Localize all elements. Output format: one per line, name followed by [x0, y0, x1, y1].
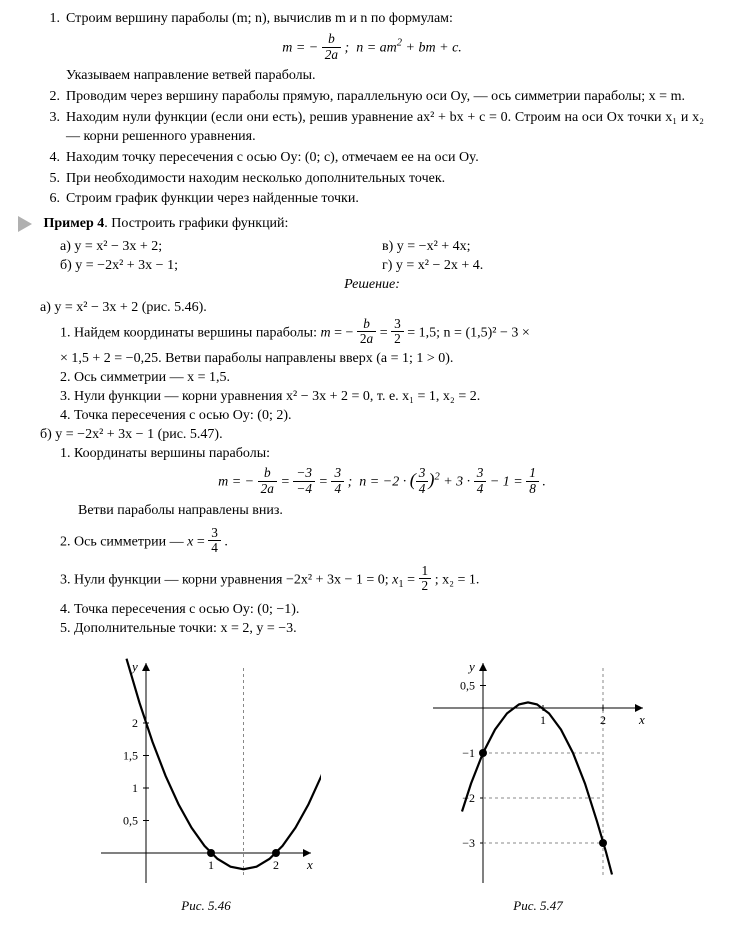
sol-a-3: 3. Нули функции — корни уравнения x² − 3… [60, 388, 704, 407]
sol-b-5: 5. Дополнительные точки: x = 2, y = −3. [60, 620, 704, 639]
play-marker-icon [18, 216, 32, 232]
options-block: а) y = x² − 3x + 2; б) y = −2x² + 3x − 1… [60, 238, 704, 276]
svg-text:2: 2 [273, 858, 279, 872]
opt-a: а) y = x² − 3x + 2; [60, 238, 382, 257]
svg-text:2: 2 [132, 716, 138, 730]
svg-text:0,5: 0,5 [123, 813, 138, 827]
sol-b-branches: Ветви параболы направлены вниз. [78, 502, 704, 521]
sol-b-2: 2. Ось симметрии — x = 34 . [60, 527, 704, 557]
solution-label: Решение: [40, 276, 704, 295]
sol-b-4: 4. Точка пересечения с осью Oy: (0; −1). [60, 601, 704, 620]
example-num: Пример 4 [44, 216, 105, 231]
sol-b-head: б) y = −2x² + 3x − 1 (рис. 5.47). [40, 426, 704, 445]
text: Указываем направление ветвей параболы. [66, 67, 704, 86]
step-3: 3. Находим нули функции (если они есть),… [40, 109, 704, 147]
chart-2: yx0,5−1−2−312 [423, 653, 653, 893]
sol-a-4: 4. Точка пересечения с осью Oy: (0; 2). [60, 407, 704, 426]
sol-b-3: 3. Нули функции — корни уравнения −2x² +… [60, 565, 704, 595]
svg-text:2: 2 [600, 713, 606, 727]
opt-v: в) y = −x² + 4x; [382, 238, 704, 257]
step-1b: Указываем направление ветвей параболы. [40, 67, 704, 86]
sol-a-2: 2. Ось симметрии — x = 1,5. [60, 369, 704, 388]
step-2: 2. Проводим через вершину параболы пряму… [40, 88, 704, 107]
example-tail: . Построить графики функций: [104, 216, 288, 231]
step-4: 4. Находим точку пересечения с осью Oy: … [40, 149, 704, 168]
svg-text:1: 1 [540, 713, 546, 727]
step-body: Строим вершину параболы (m; n), вычислив… [66, 10, 704, 29]
sol-b-formula: m = − b2a = −3−4 = 34 ; n = −2 · (34)2 +… [60, 467, 704, 497]
sol-a-1c: × 1,5 + 2 = −0,25. Ветви параболы направ… [60, 350, 704, 369]
chart-2-caption: Рис. 5.47 [423, 897, 653, 915]
chart-1-caption: Рис. 5.46 [91, 897, 321, 915]
chart-1: yx0,511,5212 [91, 653, 321, 893]
step-6: 6. Строим график функции через найденные… [40, 190, 704, 209]
svg-text:1,5: 1,5 [123, 748, 138, 762]
chart-2-box: yx0,5−1−2−312 Рис. 5.47 [423, 653, 653, 915]
svg-text:y: y [467, 659, 475, 674]
opt-b: б) y = −2x² + 3x − 1; [60, 257, 382, 276]
svg-text:1: 1 [208, 858, 214, 872]
svg-text:0,5: 0,5 [460, 678, 475, 692]
charts-row: yx0,511,5212 Рис. 5.46 yx0,5−1−2−312 Рис… [40, 653, 704, 915]
svg-text:−3: −3 [462, 836, 475, 850]
step-num: 1. [40, 10, 66, 29]
step-5: 5. При необходимости находим несколько д… [40, 170, 704, 189]
svg-text:1: 1 [132, 781, 138, 795]
sol-a-1: 1. Найдем координаты вершины параболы: m… [60, 318, 704, 348]
sol-b-1: 1. Координаты вершины параболы: [60, 445, 704, 464]
svg-text:x: x [638, 712, 645, 727]
svg-text:−1: −1 [462, 746, 475, 760]
opt-g: г) y = x² − 2x + 4. [382, 257, 704, 276]
sol-a-body: 1. Найдем координаты вершины параболы: m… [60, 318, 704, 426]
formula-top: m = − b2a ; n = am2 + bm + c. [40, 33, 704, 63]
sol-b-body: 1. Координаты вершины параболы: m = − b2… [60, 445, 704, 639]
svg-text:x: x [306, 857, 313, 872]
text: Строим вершину параболы (m; n), вычислив… [66, 11, 453, 26]
example-header: Пример 4. Построить графики функций: [40, 215, 704, 234]
step-1: 1. Строим вершину параболы (m; n), вычис… [40, 10, 704, 29]
chart-1-box: yx0,511,5212 Рис. 5.46 [91, 653, 321, 915]
sol-a-head: а) y = x² − 3x + 2 (рис. 5.46). [40, 299, 704, 318]
